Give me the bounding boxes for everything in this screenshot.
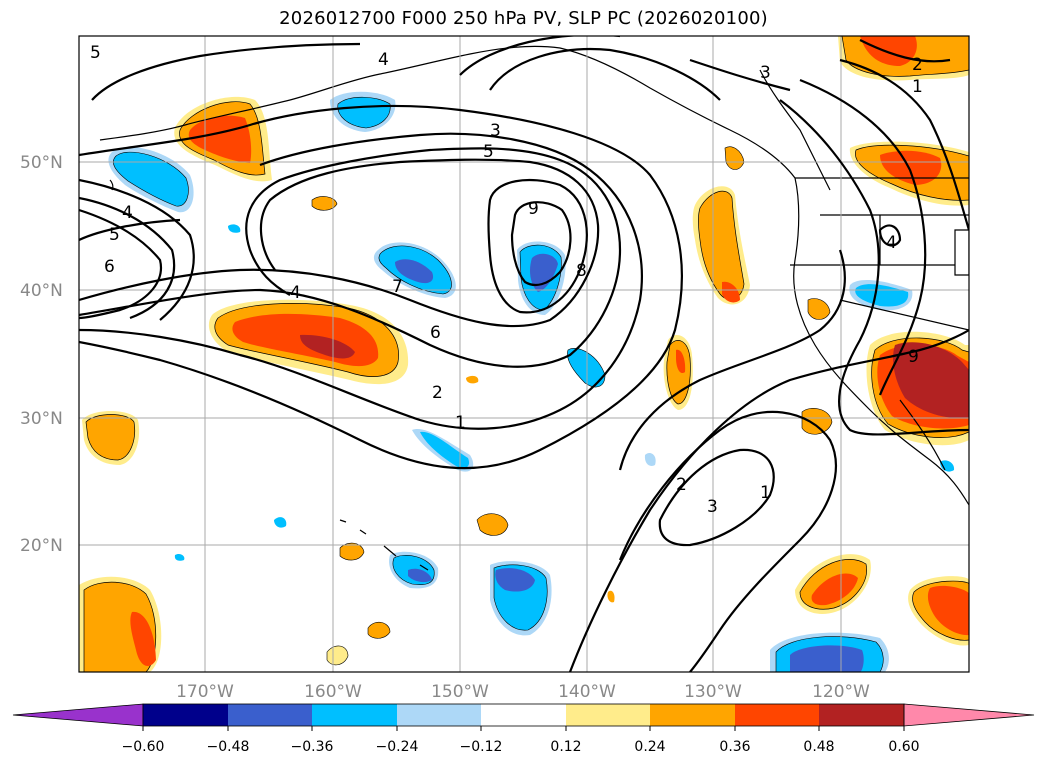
- contour-label: 3: [707, 497, 718, 517]
- colorbar-tick-label: −0.24: [376, 739, 419, 755]
- lat-label: 30°N: [20, 409, 63, 429]
- lat-label: 40°N: [20, 281, 63, 301]
- slp-contours: [79, 36, 969, 672]
- lon-label: 150°W: [431, 682, 489, 702]
- contour-label: 6: [104, 257, 115, 277]
- lon-label: 160°W: [304, 682, 362, 702]
- colorbar-tick-label: −0.60: [122, 739, 165, 755]
- lon-label: 140°W: [558, 682, 616, 702]
- colorbar-ticks: [142, 726, 905, 731]
- map-field: 3 5 4 5 6 9 8 7 4 6 2 1 2 3 1 4 3 2 1 9 …: [79, 36, 969, 672]
- contour-label: 9: [908, 347, 919, 367]
- colorbar-bin: [228, 704, 312, 726]
- contour-label: 6: [430, 323, 441, 343]
- colorbar-bin: [143, 704, 228, 726]
- lon-label: 120°W: [812, 682, 870, 702]
- colorbar-extend-high: [903, 703, 1035, 727]
- contour-label: 2: [912, 55, 923, 75]
- lat-label: 20°N: [20, 536, 63, 556]
- colorbar-tick-label: 0.48: [803, 739, 834, 755]
- contour-labels: 3 5 4 5 6 9 8 7 4 6 2 1 2 3 1 4 3 2 1 9 …: [90, 43, 923, 517]
- contour-label: 3: [760, 63, 771, 83]
- contour-label: 2: [432, 383, 443, 403]
- map-title: 2026012700 F000 250 hPa PV, SLP PC (2026…: [279, 8, 768, 29]
- colorbar-tick-label: −0.36: [291, 739, 334, 755]
- colorbar-tick-label: −0.12: [460, 739, 503, 755]
- colorbar-extend-low: [12, 703, 144, 727]
- contour-label: 5: [90, 43, 101, 63]
- coastlines: [99, 45, 969, 571]
- contour-label: 4: [886, 233, 897, 253]
- colorbar-bin: [312, 704, 397, 726]
- contour-label: 5: [483, 142, 494, 162]
- colorbar-bin: [735, 704, 819, 726]
- colorbar-tick-label: 0.36: [719, 739, 750, 755]
- contour-label: 9: [528, 199, 539, 219]
- colorbar-bin: [397, 704, 481, 726]
- colorbar-tick-label: 0.12: [550, 739, 581, 755]
- colorbar-bin: [650, 704, 735, 726]
- contour-label: 8: [576, 261, 587, 281]
- colorbar-tick-label: −0.48: [207, 739, 250, 755]
- contour-label: 1: [760, 483, 771, 503]
- contour-label: 1: [455, 413, 466, 433]
- contour-label: 3: [490, 121, 501, 141]
- contour-label: 2: [676, 475, 687, 495]
- contour-label: 4: [290, 283, 301, 303]
- colorbar-tick-label: 0.24: [634, 739, 665, 755]
- map-frame: [78, 35, 970, 673]
- colorbar-bin: [819, 704, 904, 726]
- contour-label: 1: [912, 77, 923, 97]
- contour-label: 4: [122, 203, 133, 223]
- gridlines: [79, 36, 969, 672]
- contour-label: 4: [378, 50, 389, 70]
- contour-label: 7: [392, 277, 403, 297]
- negative-anomalies: [108, 91, 955, 672]
- colorbar-tick-label: 0.60: [888, 739, 919, 755]
- colorbar: −0.60 −0.48 −0.36 −0.24 −0.12 0.12 0.24 …: [12, 703, 1035, 755]
- colorbar-bin: [481, 704, 566, 726]
- lat-label: 50°N: [20, 153, 63, 173]
- positive-anomalies: [79, 36, 969, 672]
- latitude-labels: 50°N 40°N 30°N 20°N: [20, 153, 63, 556]
- lon-label: 170°W: [176, 682, 234, 702]
- colorbar-bin: [566, 704, 650, 726]
- lon-label: 130°W: [684, 682, 742, 702]
- contour-label: 5: [109, 225, 120, 245]
- longitude-labels: 170°W 160°W 150°W 140°W 130°W 120°W: [176, 682, 870, 702]
